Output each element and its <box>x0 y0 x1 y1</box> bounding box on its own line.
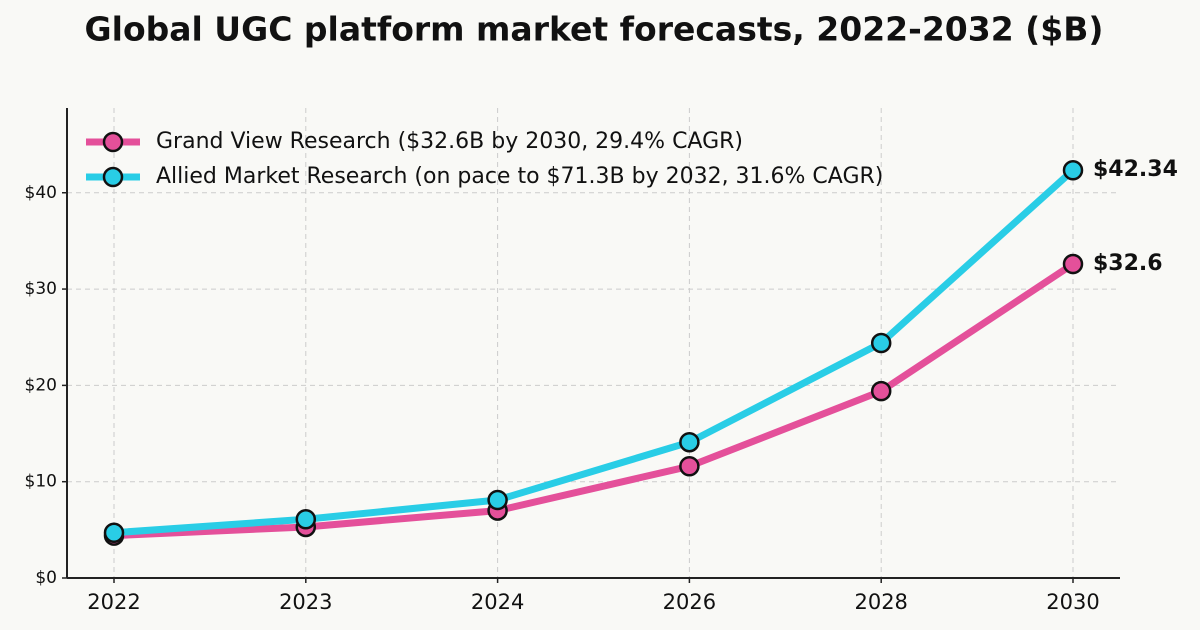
data-label: $32.6 <box>1093 251 1163 276</box>
y-tick-label: $0 <box>35 568 57 588</box>
x-tick-label: 2024 <box>471 590 524 614</box>
x-tick-label: 2028 <box>854 590 907 614</box>
legend-marker <box>102 131 124 153</box>
legend-marker <box>102 166 124 188</box>
y-tick-label: $40 <box>25 183 57 203</box>
x-tick-label: 2026 <box>663 590 716 614</box>
y-tick-label: $30 <box>25 279 57 299</box>
data-point <box>1062 159 1084 181</box>
x-tick-label: 2030 <box>1046 590 1099 614</box>
data-point <box>1062 253 1084 275</box>
series-line <box>113 261 1075 540</box>
data-point <box>679 431 700 453</box>
data-point <box>679 456 700 477</box>
x-tick-label: 2023 <box>279 590 332 614</box>
x-tick-label: 2022 <box>87 590 140 614</box>
data-point <box>295 509 317 530</box>
y-tick-label: $10 <box>25 472 57 492</box>
data-point <box>103 522 125 543</box>
data-point <box>487 489 508 511</box>
y-tick-label: $20 <box>25 375 57 395</box>
data-label: $42.34 <box>1093 157 1178 182</box>
legend-label: Grand View Research ($32.6B by 2030, 29.… <box>156 129 743 154</box>
data-point <box>870 380 892 402</box>
data-point <box>870 332 892 354</box>
legend-label: Allied Market Research (on pace to $71.3… <box>156 164 883 189</box>
chart-title: Global UGC platform market forecasts, 20… <box>85 10 1104 49</box>
series-line <box>113 167 1076 537</box>
